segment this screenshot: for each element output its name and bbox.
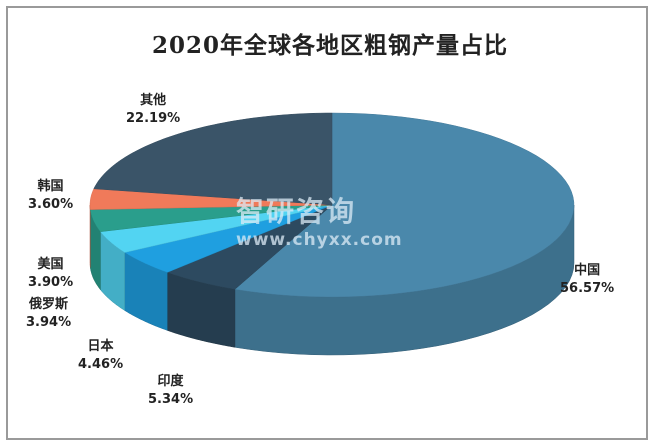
label-japan: 日本 4.46% xyxy=(78,338,123,374)
label-name: 日本 xyxy=(87,339,114,354)
label-name: 其他 xyxy=(140,93,167,108)
watermark-url: www.chyxx.com xyxy=(236,230,403,250)
pie-slice-美国 xyxy=(90,204,333,232)
label-value: 3.94% xyxy=(26,315,72,330)
label-value: 22.19% xyxy=(126,111,181,126)
label-korea: 韩国 3.60% xyxy=(28,178,73,214)
pie-slice-日本 xyxy=(123,204,333,273)
pie-slice-印度 xyxy=(166,204,333,290)
pie-slice-俄罗斯 xyxy=(99,204,333,253)
chart-border xyxy=(6,6,648,440)
label-name: 中国 xyxy=(574,263,601,278)
label-value: 3.90% xyxy=(28,275,74,290)
label-russia: 俄罗斯 3.94% xyxy=(26,296,71,332)
label-name: 韩国 xyxy=(37,179,64,194)
pie-slice-韩国 xyxy=(89,188,333,210)
watermark: 智研咨询 www.chyxx.com xyxy=(236,190,403,250)
watermark-brand: 智研咨询 xyxy=(236,195,357,228)
label-value: 4.46% xyxy=(78,357,124,372)
label-value: 5.34% xyxy=(148,392,194,407)
label-india: 印度 5.34% xyxy=(148,373,193,409)
label-value: 56.57% xyxy=(560,281,615,296)
label-value: 3.60% xyxy=(28,197,74,212)
pie-slice-中国 xyxy=(234,112,575,298)
label-others: 其他 22.19% xyxy=(126,92,180,128)
label-china: 中国 56.57% xyxy=(560,262,614,298)
label-name: 美国 xyxy=(37,257,64,272)
label-usa: 美国 3.90% xyxy=(28,256,73,292)
label-name: 印度 xyxy=(157,374,184,389)
chart-title: 2020年全球各地区粗钢产量占比 xyxy=(151,32,508,59)
label-name: 俄罗斯 xyxy=(29,297,69,312)
pie-slice-其他 xyxy=(93,112,333,206)
